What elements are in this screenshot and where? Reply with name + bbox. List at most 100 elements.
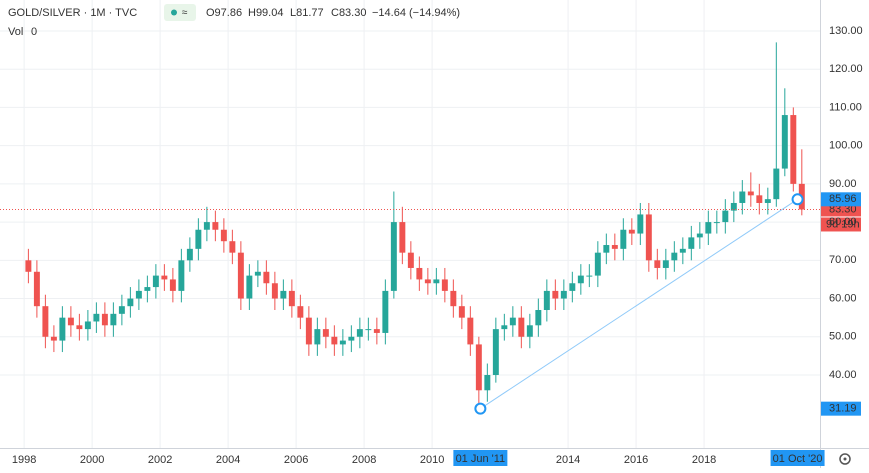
candle-body — [450, 290, 457, 307]
candle-body — [169, 279, 176, 291]
candle-body — [662, 260, 669, 268]
candle-body — [67, 317, 74, 326]
countdown-label: 9d 19h — [826, 218, 860, 230]
candle-body — [203, 222, 210, 230]
candle-body — [509, 317, 516, 326]
x-tick-label: 2018 — [692, 454, 716, 466]
candle-body — [637, 214, 644, 234]
y-tick-label: 80.00 — [829, 216, 857, 228]
candle-body — [118, 306, 125, 314]
x-tick-label: 2010 — [420, 454, 444, 466]
candle-body — [186, 248, 193, 261]
candle-body — [628, 229, 635, 234]
candle-body — [416, 267, 423, 280]
candle-body — [526, 325, 533, 337]
candle-body — [93, 313, 100, 322]
y-tick-label: 50.00 — [829, 331, 857, 343]
x-tick-label: 2006 — [284, 454, 308, 466]
candle-body — [433, 279, 440, 284]
candle-body — [331, 336, 338, 345]
candle-body — [144, 287, 151, 291]
gear[interactable] — [839, 453, 851, 465]
trend-date-label: 01 Oct '20 — [773, 453, 823, 465]
candle-body — [399, 222, 406, 253]
volume-value: 0 — [31, 26, 37, 38]
candle-body — [577, 275, 584, 284]
candle-body — [212, 222, 219, 230]
x-tick-label: 2016 — [624, 454, 648, 466]
candle-body — [33, 271, 40, 307]
candle-body — [722, 210, 729, 223]
candle-body — [220, 229, 227, 242]
ohlc-low: L81.77 — [290, 7, 324, 19]
y-tick-label: 60.00 — [829, 292, 857, 304]
candle-body — [59, 317, 66, 341]
trendline-handle — [791, 193, 804, 206]
candle-body — [535, 310, 542, 326]
candle-body — [84, 321, 91, 330]
candle-body — [390, 222, 397, 291]
candle-body — [441, 279, 448, 291]
ohlc-change: −14.64 (−14.94%) — [372, 7, 460, 19]
candle-body — [407, 252, 414, 268]
candle-body — [594, 252, 601, 276]
candle-body — [492, 329, 499, 375]
status-icon: ≈ — [182, 8, 188, 19]
candle-body — [195, 229, 202, 249]
candle-body — [110, 313, 117, 326]
x-tick-label: 2014 — [556, 454, 580, 466]
trend-date-tag — [770, 450, 825, 466]
ohlc-close: C83.30 — [331, 7, 366, 19]
candle-body — [348, 336, 355, 341]
candle-body — [152, 275, 159, 288]
candle-body — [288, 290, 295, 307]
y-tick-label: 40.00 — [829, 369, 857, 381]
settings-icon[interactable] — [839, 453, 851, 465]
candle-body — [560, 290, 567, 299]
trend-price-tag — [821, 192, 861, 207]
candle-body — [688, 237, 695, 249]
y-tick-label: 110.00 — [829, 101, 862, 113]
candle-body — [365, 329, 372, 331]
candle-body — [569, 283, 576, 291]
candle-body — [764, 199, 771, 203]
candle-body — [756, 195, 763, 203]
y-tick-label: 130.00 — [829, 25, 863, 37]
status-badge[interactable] — [164, 4, 196, 21]
candle-body — [518, 317, 525, 337]
candle-body — [246, 275, 253, 299]
status-dot — [171, 9, 177, 16]
x-tick-label: 1998 — [12, 454, 36, 466]
candle-body — [271, 283, 278, 299]
candle-body — [552, 290, 559, 299]
x-tick-label: 2002 — [148, 454, 172, 466]
ohlc-open: O97.86 — [206, 7, 242, 19]
candle-body — [237, 252, 244, 299]
ohlc-high: H99.04 — [248, 7, 283, 19]
candle-body — [773, 168, 780, 200]
y-tick-label: 120.00 — [829, 63, 863, 75]
trend-date-label: 01 Jun '11 — [456, 453, 506, 465]
candle-body — [696, 233, 703, 238]
trendline-handle — [474, 402, 487, 415]
volume-label: Vol — [8, 26, 23, 38]
candle-body — [178, 260, 185, 291]
candle-body — [654, 260, 661, 268]
candle-body — [611, 245, 618, 249]
candle-body — [297, 306, 304, 318]
candle-body — [135, 290, 142, 299]
candle-body — [475, 344, 482, 391]
candle-body — [382, 290, 389, 333]
candle-body — [739, 191, 746, 203]
trend-price-tag — [821, 401, 861, 416]
candle-body — [467, 317, 474, 345]
candle-body — [790, 115, 797, 184]
y-tick-label: 70.00 — [829, 254, 857, 266]
candle-body — [458, 306, 465, 318]
candle-body — [713, 222, 720, 224]
trend-date-tag — [453, 450, 508, 466]
candle-body — [679, 248, 686, 253]
x-tick-label: 2008 — [352, 454, 376, 466]
